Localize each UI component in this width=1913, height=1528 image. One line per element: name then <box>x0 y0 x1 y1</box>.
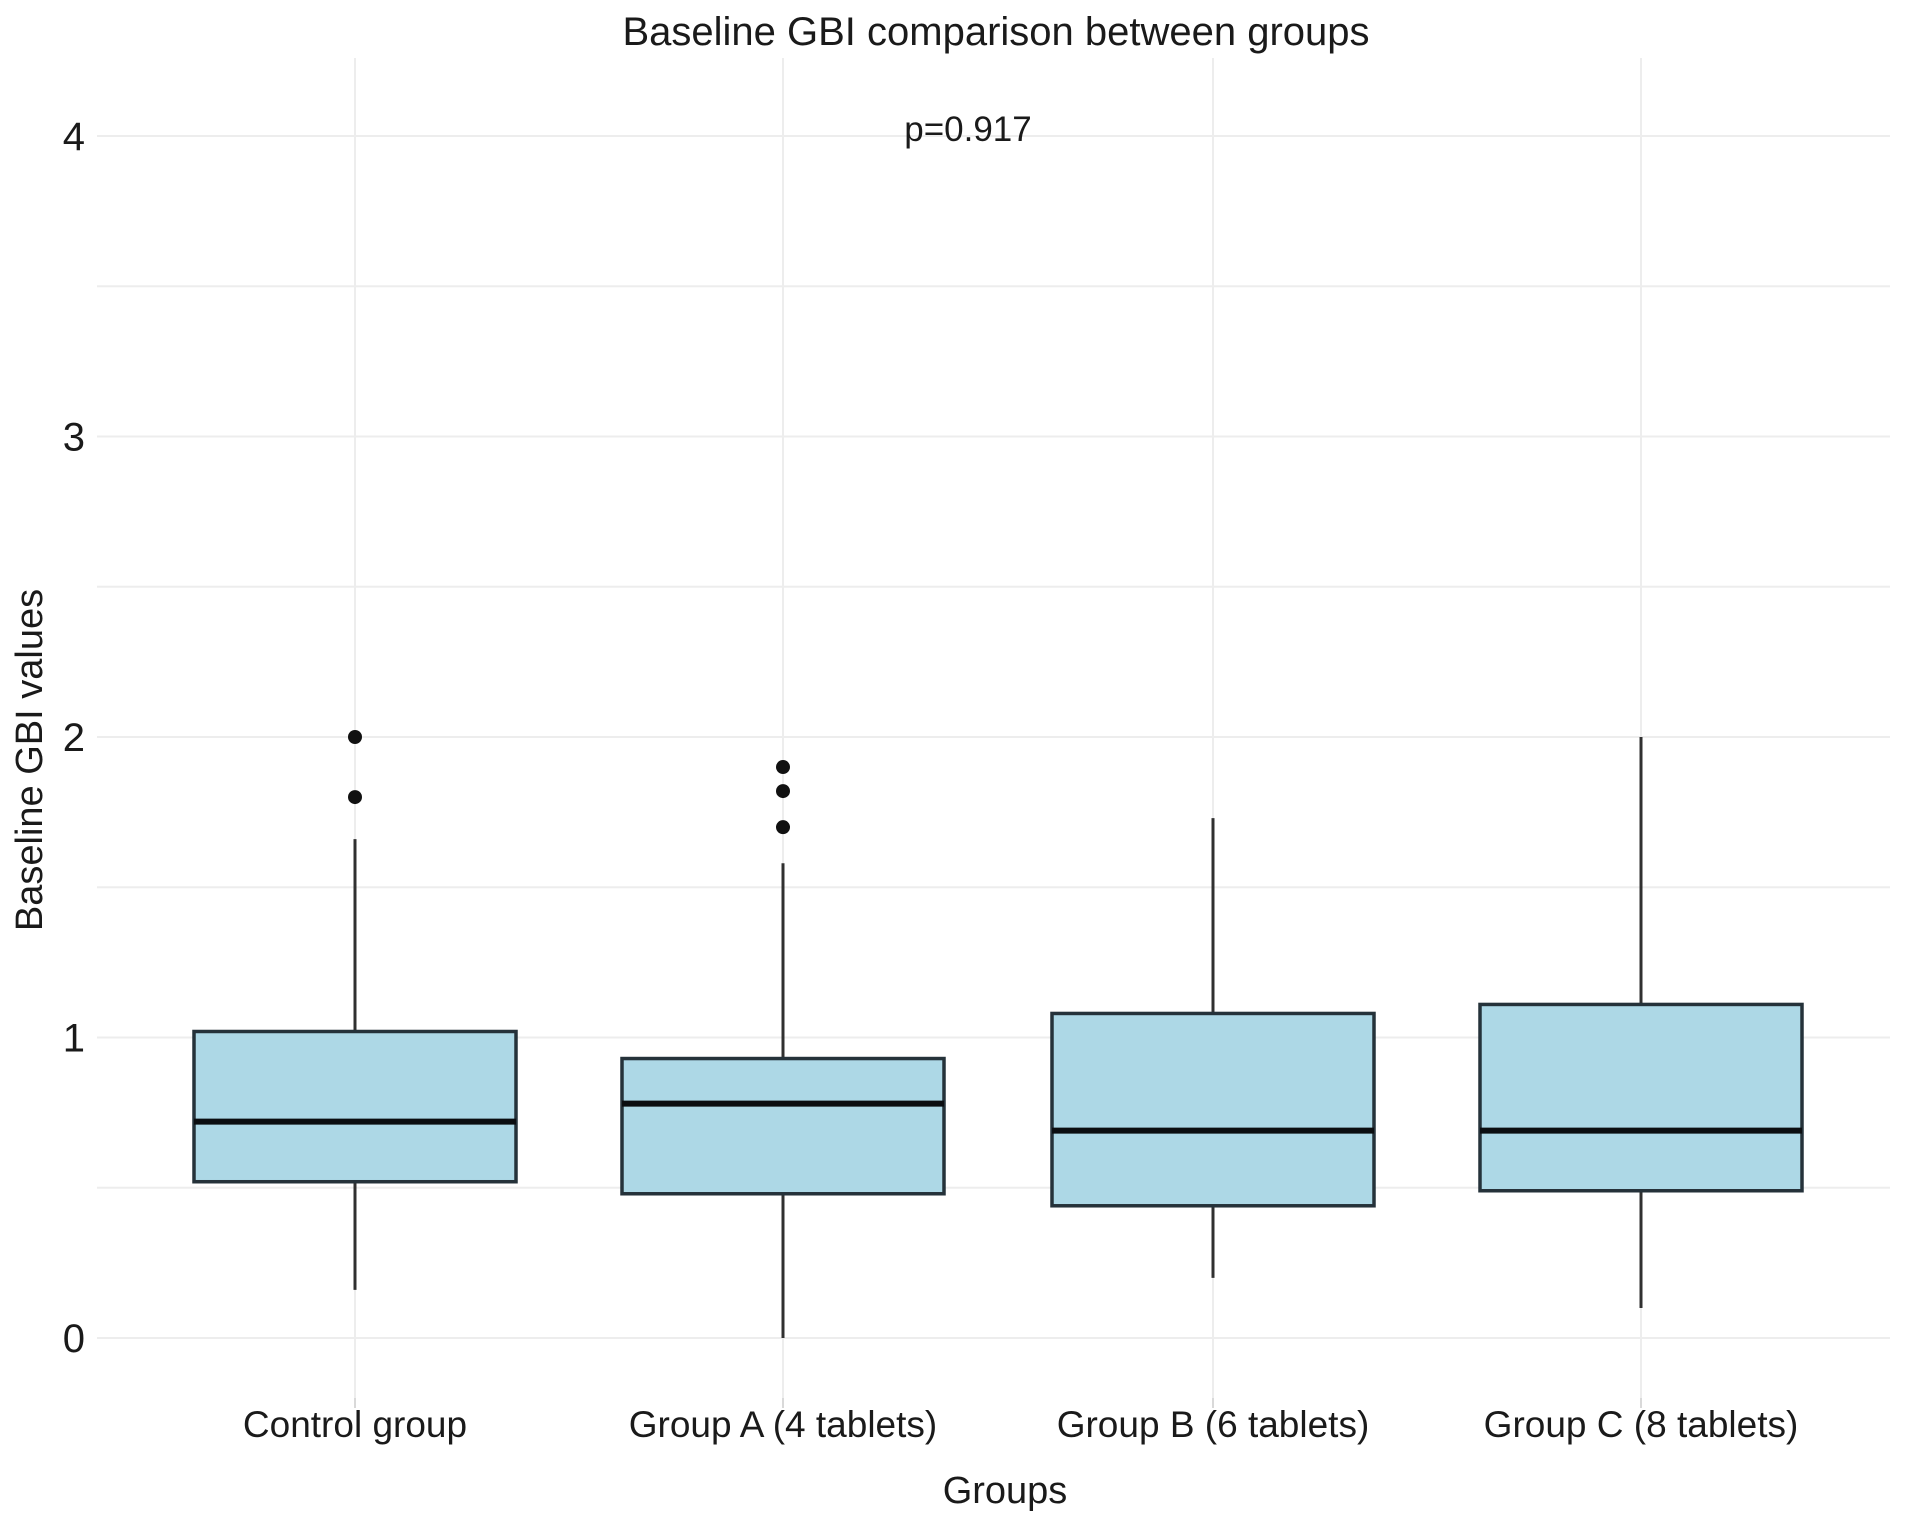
x-tick-label: Group C (8 tablets) <box>1484 1404 1799 1445</box>
boxplot-group-1 <box>192 730 518 1290</box>
y-tick-label: 1 <box>63 1017 85 1061</box>
y-tick-label: 3 <box>63 416 85 460</box>
boxplot-group-2 <box>620 760 946 1338</box>
y-tick-label: 0 <box>63 1317 85 1361</box>
outlier-point <box>776 820 790 835</box>
outlier-point <box>776 760 790 775</box>
iqr-box <box>192 1029 518 1184</box>
boxes <box>192 730 1804 1338</box>
y-tick-label: 4 <box>63 115 85 159</box>
y-tick-label: 2 <box>63 716 85 760</box>
p-value-annotation: p=0.917 <box>904 110 1032 149</box>
iqr-box <box>620 1056 946 1196</box>
gridlines <box>97 58 1890 1408</box>
iqr-box <box>1478 1002 1804 1193</box>
outlier-point <box>348 790 362 805</box>
outlier-point <box>776 784 790 799</box>
chart-title: Baseline GBI comparison between groups <box>622 10 1369 54</box>
boxplot-group-3 <box>1050 818 1376 1278</box>
outlier-point <box>348 730 362 744</box>
axis-tick-labels: 0 1 2 3 4 Control group Group A (4 tablets) Gro… <box>63 115 1799 1445</box>
x-tick-label: Group A (4 tablets) <box>629 1404 938 1445</box>
iqr-box <box>1050 1011 1376 1208</box>
y-axis-title: Baseline GBI values <box>9 589 51 931</box>
boxplot-group-4 <box>1478 737 1804 1308</box>
x-tick-label: Group B (6 tablets) <box>1057 1404 1370 1445</box>
x-tick-label: Control group <box>243 1404 467 1445</box>
x-axis-title: Groups <box>943 1470 1068 1512</box>
